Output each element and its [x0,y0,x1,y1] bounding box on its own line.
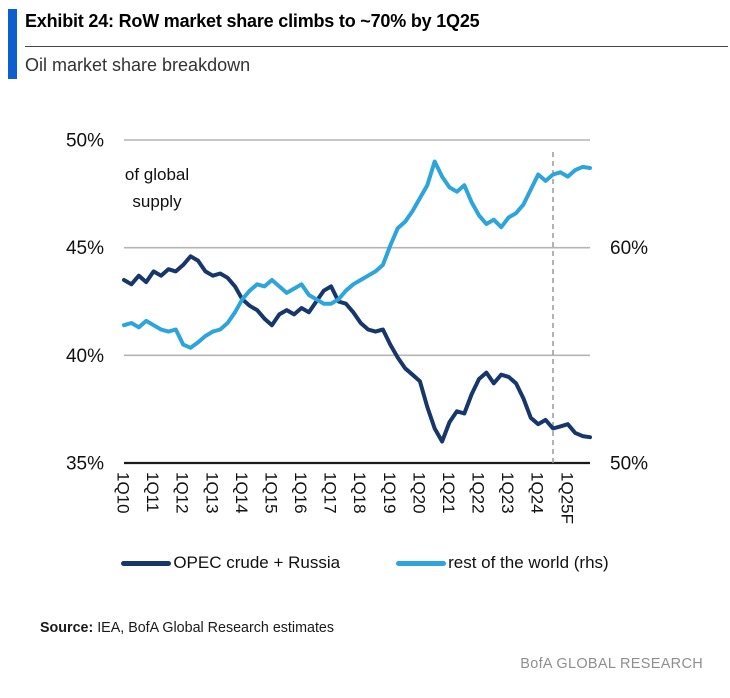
chart-svg: 50% 45% 40% 35% 60% 50% of global supply 1Q10 1Q1… [66,131,648,524]
svg-text:1Q20: 1Q20 [409,472,428,514]
svg-text:1Q24: 1Q24 [528,472,547,514]
title-divider [25,46,728,47]
svg-text:50%: 50% [610,454,648,475]
svg-text:60%: 60% [610,238,648,259]
svg-text:1Q12: 1Q12 [173,472,192,514]
legend-label-row: rest of the world (rhs) [448,553,609,572]
legend-line-lightblue [396,560,447,566]
svg-text:1Q15: 1Q15 [261,472,280,514]
svg-text:1Q14: 1Q14 [232,472,251,514]
legend-item-opec: OPEC crude + Russia [121,553,340,573]
svg-text:1Q11: 1Q11 [143,472,162,512]
legend-label-opec: OPEC crude + Russia [173,553,341,572]
svg-text:supply: supply [132,192,182,211]
chart-subtitle: Oil market share breakdown [25,55,251,75]
svg-text:of global: of global [125,165,189,184]
page-title: Exhibit 24: RoW market share climbs to ~… [25,11,480,31]
svg-text:45%: 45% [66,238,104,259]
source-label: Source: [40,620,94,636]
svg-text:1Q10: 1Q10 [114,472,133,514]
legend-item-row: rest of the world (rhs) [396,553,609,573]
svg-text:1Q16: 1Q16 [291,472,310,514]
svg-text:1Q22: 1Q22 [469,472,488,514]
source-text: IEA, BofA Global Research estimates [93,620,335,636]
svg-text:1Q13: 1Q13 [202,472,221,514]
svg-text:50%: 50% [66,131,104,152]
svg-text:1Q17: 1Q17 [321,472,340,514]
svg-text:40%: 40% [66,346,104,367]
legend-line-navy [121,560,172,566]
exhibit-accent-bar [8,9,17,79]
svg-text:1Q23: 1Q23 [498,472,517,514]
svg-text:1Q19: 1Q19 [380,472,399,514]
brand-footer: BofA GLOBAL RESEARCH [520,656,703,672]
source-note: Source: IEA, BofA Global Research estima… [40,620,334,636]
svg-text:1Q21: 1Q21 [439,472,458,514]
svg-text:1Q18: 1Q18 [350,472,369,514]
svg-text:1Q25F: 1Q25F [557,472,576,524]
chart-legend: OPEC crude + Russia rest of the world (r… [0,553,730,573]
svg-text:35%: 35% [66,454,104,475]
